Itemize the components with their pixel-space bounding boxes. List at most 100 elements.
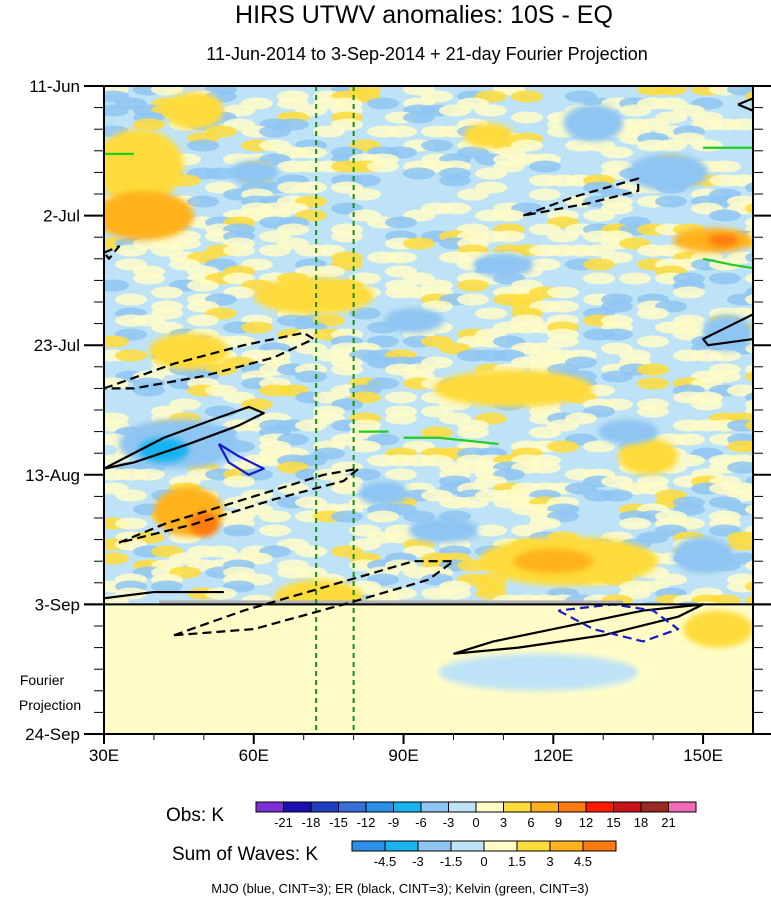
y-tick-label: 23-Jul bbox=[34, 336, 80, 355]
noise-patch bbox=[637, 307, 669, 320]
noise-patch bbox=[115, 349, 147, 362]
y-tick-label: 11-Jun bbox=[29, 77, 80, 96]
anomaly-blob bbox=[473, 252, 534, 278]
noise-patch bbox=[745, 581, 753, 592]
noise-patch bbox=[349, 307, 381, 320]
x-tick-label: 90E bbox=[388, 746, 418, 765]
colorbar-level-label: 18 bbox=[634, 815, 648, 830]
noise-patch bbox=[583, 258, 615, 271]
noise-patch bbox=[205, 167, 237, 180]
noise-patch bbox=[385, 391, 417, 404]
colorbar-cell bbox=[417, 840, 452, 852]
x-tick-label: 150E bbox=[683, 746, 723, 765]
noise-patch bbox=[475, 167, 507, 180]
noise-patch bbox=[331, 510, 363, 523]
noise-patch bbox=[691, 398, 723, 411]
colorbar-cell bbox=[310, 801, 339, 813]
noise-patch bbox=[529, 188, 561, 201]
noise-patch bbox=[259, 510, 291, 523]
noise-patch bbox=[691, 139, 723, 152]
noise-patch bbox=[403, 111, 435, 124]
anomaly-blob bbox=[148, 332, 229, 370]
colorbar-level-label: -12 bbox=[357, 815, 376, 830]
anomaly-blob bbox=[703, 314, 753, 352]
y-tick-label: 24-Sep bbox=[25, 725, 80, 744]
noise-patch bbox=[439, 104, 471, 117]
colorbar-level-label: 4.5 bbox=[574, 854, 592, 869]
anomaly-blob bbox=[438, 653, 639, 691]
noise-patch bbox=[727, 384, 753, 397]
noise-patch bbox=[529, 461, 561, 474]
mjo-contour bbox=[217, 443, 265, 476]
noise-patch bbox=[331, 363, 363, 376]
noise-patch bbox=[385, 251, 417, 264]
noise-patch bbox=[493, 209, 525, 222]
noise-patch bbox=[223, 244, 255, 257]
noise-patch bbox=[385, 412, 417, 425]
colorbar-cell bbox=[613, 801, 642, 813]
noise-patch bbox=[223, 524, 255, 537]
noise-patch bbox=[601, 328, 633, 341]
colorbar-level-label: -21 bbox=[274, 815, 293, 830]
colorbar-cell bbox=[516, 840, 551, 852]
noise-patch bbox=[727, 86, 753, 96]
noise-patch bbox=[547, 440, 579, 453]
noise-patch bbox=[187, 279, 219, 292]
anomaly-blob bbox=[104, 190, 194, 241]
colorbar-level-label: 21 bbox=[661, 815, 675, 830]
noise-patch bbox=[115, 489, 147, 502]
noise-patch bbox=[223, 335, 255, 348]
noise-patch bbox=[655, 195, 687, 208]
noise-patch bbox=[529, 426, 561, 439]
noise-patch bbox=[601, 370, 633, 383]
anomaly-blob bbox=[513, 548, 594, 574]
anomaly-blob bbox=[628, 153, 709, 191]
noise-patch bbox=[385, 468, 417, 481]
noise-patch bbox=[745, 343, 753, 354]
colorbar-level-label: 3 bbox=[500, 815, 507, 830]
er-contour bbox=[104, 331, 315, 390]
noise-patch bbox=[709, 349, 741, 362]
noise-patch bbox=[529, 160, 561, 173]
er-contour bbox=[104, 590, 224, 600]
observation-end-bar bbox=[158, 600, 624, 606]
plot-area bbox=[84, 85, 771, 735]
noise-patch bbox=[385, 125, 417, 138]
waves-colorbar: Sum of Waves: K -4.5 -3 -1.5 0 1.5 3 4.5 bbox=[172, 840, 617, 869]
noise-patch bbox=[439, 587, 471, 600]
noise-patch bbox=[547, 230, 579, 243]
anomaly-blob bbox=[163, 92, 224, 130]
noise-patch bbox=[619, 104, 651, 117]
noise-patch bbox=[295, 545, 327, 558]
noise-patch bbox=[601, 146, 633, 159]
er-contour bbox=[104, 405, 265, 470]
x-tick-label: 120E bbox=[533, 746, 573, 765]
noise-patch bbox=[745, 182, 753, 193]
noise-patch bbox=[727, 461, 753, 474]
noise-patch bbox=[403, 237, 435, 250]
obs-colorbar: Obs: K -21 -18 -15 -12 -9 -6 -3 0 3 6 9 12 15 18 21 bbox=[166, 801, 697, 830]
noise-patch bbox=[295, 370, 327, 383]
colorbar-cell bbox=[338, 801, 367, 813]
anomaly-blob bbox=[673, 536, 734, 574]
colorbar-level-label: -3 bbox=[443, 815, 455, 830]
noise-patch bbox=[637, 405, 669, 418]
noise-patch bbox=[223, 475, 255, 488]
noise-patch bbox=[151, 86, 183, 96]
noise-patch bbox=[727, 419, 753, 432]
colorbar-level-label: 3 bbox=[546, 854, 553, 869]
noise-patch bbox=[745, 273, 753, 284]
noise-patch bbox=[727, 538, 753, 551]
colorbar-cell bbox=[351, 840, 386, 852]
colorbar-level-label: 9 bbox=[555, 815, 562, 830]
noise-patch bbox=[187, 314, 219, 327]
noise-patch bbox=[133, 272, 165, 285]
noise-patch bbox=[421, 426, 453, 439]
noise-patch bbox=[115, 244, 147, 257]
noise-patch bbox=[673, 286, 705, 299]
noise-patch bbox=[673, 433, 705, 446]
colorbar-level-label: -4.5 bbox=[374, 854, 396, 869]
colorbar-cell bbox=[255, 801, 284, 813]
noise-patch bbox=[403, 167, 435, 180]
noise-patch bbox=[745, 441, 753, 452]
